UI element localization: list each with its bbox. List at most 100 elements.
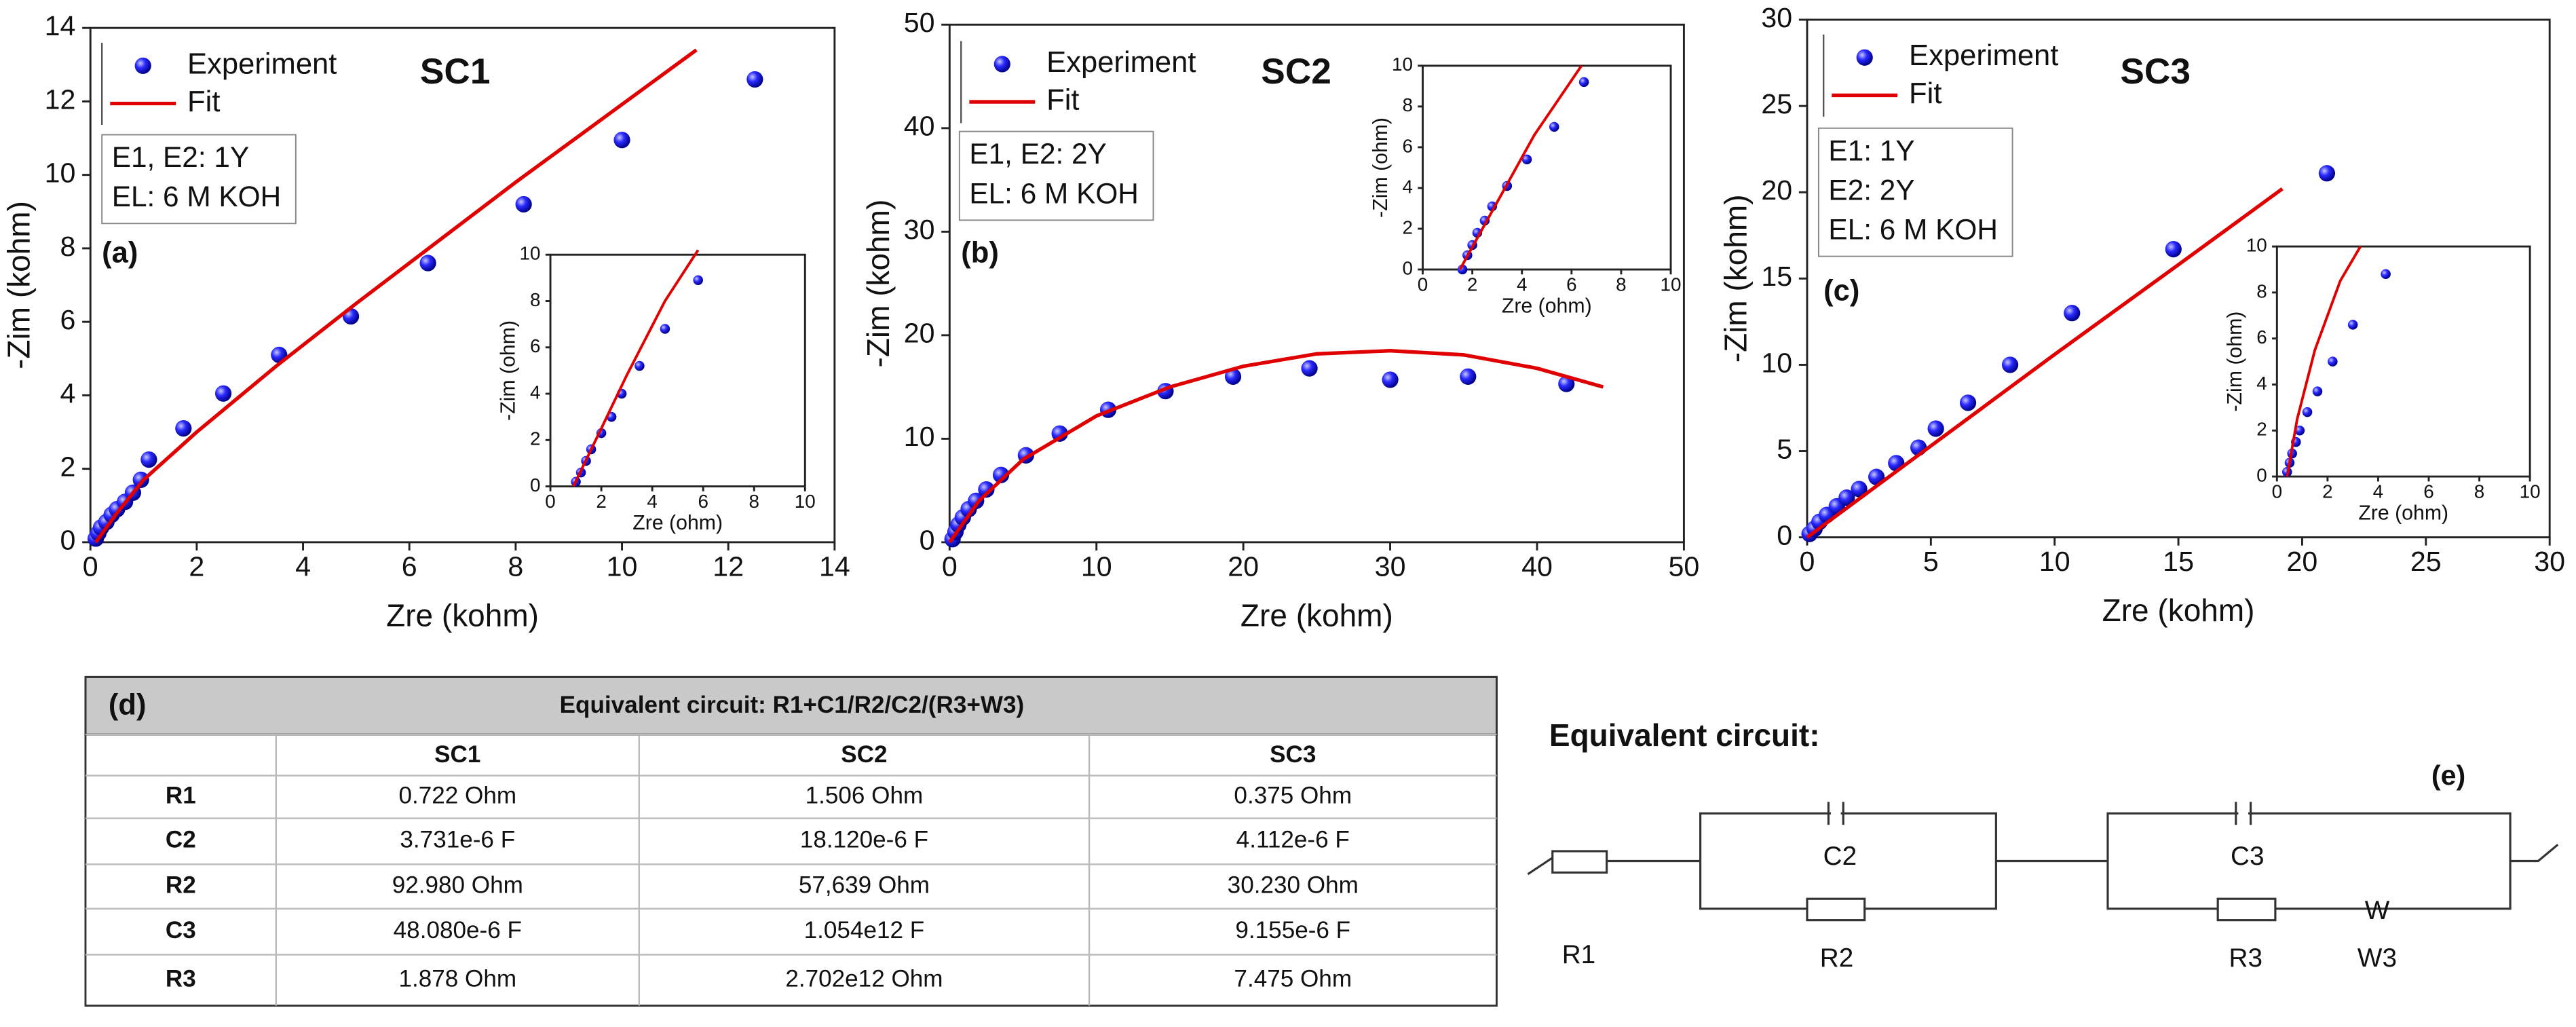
legend-label: Experiment [1909, 39, 2058, 72]
y-axis-label: -Zim (kohm) [1718, 194, 1753, 362]
table-cell: 48.080e-6 F [394, 917, 522, 944]
x-tick-label: 6 [1566, 274, 1576, 295]
x-tick-label: 10 [2039, 546, 2070, 577]
data-point [175, 419, 192, 437]
data-point [2347, 320, 2358, 330]
y-tick-label: 4 [2256, 373, 2267, 394]
table-frame [84, 675, 1498, 1007]
x-tick-label: 10 [795, 491, 816, 512]
x-axis-label: Zre (kohm) [2102, 593, 2255, 628]
legend-label: Experiment [1046, 46, 1196, 79]
y-tick-label: 0 [1777, 519, 1792, 550]
x-tick-label: 2 [2322, 481, 2332, 502]
x-axis-label: Zre (ohm) [1502, 295, 1592, 318]
y-axis-label: -Zim (kohm) [860, 200, 896, 368]
data-point [2328, 356, 2338, 367]
data-point [2318, 165, 2336, 182]
y-tick-label: 4 [60, 377, 76, 409]
x-tick-label: 30 [2534, 546, 2565, 577]
data-point [1838, 489, 1855, 506]
fit-line [1458, 64, 1583, 270]
table-cell: 9.155e-6 F [1235, 917, 1350, 944]
y-axis-label: -Zim (kohm) [1, 201, 37, 369]
x-tick-label: 4 [2373, 481, 2383, 502]
y-tick-label: 40 [904, 111, 935, 142]
circuit-label: (e) [2431, 760, 2465, 791]
x-axis-label: Zre (ohm) [632, 512, 723, 534]
table-cell: 30.230 Ohm [1228, 872, 1359, 898]
x-tick-label: 6 [402, 550, 417, 582]
data-point [968, 492, 985, 509]
table-cell: 92.980 Ohm [392, 872, 523, 898]
data-point [1224, 368, 1242, 385]
x-tick-label: 12 [713, 550, 744, 582]
panel-label: (b) [961, 237, 999, 269]
y-tick-label: 6 [1402, 135, 1412, 156]
data-point [1521, 154, 1532, 165]
circuit-title: Equivalent circuit: [1549, 717, 1820, 753]
x-tick-label: 5 [1923, 546, 1939, 577]
y-tick-label: 10 [45, 157, 76, 189]
fit-line [94, 48, 698, 544]
x-tick-label: 10 [1081, 550, 1112, 582]
x-tick-label: 50 [1669, 550, 1700, 582]
legend-label: Fit [187, 86, 220, 118]
y-tick-label: 20 [1761, 174, 1792, 206]
data-point [1382, 371, 1399, 388]
table-header-bg [84, 675, 1498, 736]
y-tick-label: 6 [60, 304, 76, 335]
inset-frame [2275, 245, 2531, 478]
x-tick-label: 0 [83, 550, 98, 582]
data-point [1051, 425, 1068, 442]
x-tick-label: 15 [2163, 546, 2194, 577]
y-tick-label: 4 [530, 381, 540, 403]
y-tick-label: 0 [920, 525, 935, 556]
data-point [693, 275, 703, 286]
y-tick-label: 8 [530, 289, 540, 310]
data-point [515, 195, 532, 213]
x-tick-label: 20 [1228, 550, 1259, 582]
table-cell: 0.375 Ohm [1234, 782, 1352, 808]
x-tick-label: 0 [1800, 546, 1815, 577]
data-point [660, 324, 670, 334]
x-tick-label: 8 [2474, 481, 2484, 502]
table-label: (d) [109, 688, 147, 721]
y-tick-label: 2 [1402, 217, 1412, 238]
x-tick-label: 4 [295, 550, 311, 582]
annotation: E1: 1Y [1828, 134, 1914, 166]
row-header: C2 [166, 827, 196, 853]
y-axis-label: -Zim (ohm) [497, 320, 520, 421]
x-axis-label: Zre (kohm) [386, 597, 539, 633]
data-point [1301, 360, 1318, 377]
y-tick-label: 0 [2256, 464, 2267, 485]
y-tick-label: 8 [1402, 94, 1412, 115]
circuit-wiring [1527, 802, 2559, 922]
data-point [419, 255, 436, 272]
legend-label: Experiment [187, 48, 337, 80]
y-tick-label: 6 [530, 335, 540, 356]
x-tick-label: 10 [1661, 274, 1682, 295]
data-point [1959, 394, 1977, 411]
component-label: C2 [1823, 842, 1857, 871]
annotation: EL: 6 M KOH [112, 181, 282, 212]
x-tick-label: 4 [647, 491, 657, 512]
x-tick-label: 0 [2272, 481, 2282, 502]
table-cell: 2.702e12 Ohm [785, 965, 943, 992]
x-tick-label: 2 [189, 550, 204, 582]
x-tick-label: 8 [508, 550, 523, 582]
annotation: EL: 6 M KOH [969, 177, 1139, 209]
data-point [2381, 269, 2391, 280]
y-tick-label: 10 [1761, 347, 1792, 378]
data-point [140, 451, 157, 468]
y-tick-label: 4 [1402, 176, 1412, 197]
annotation: E1, E2: 1Y [112, 141, 250, 173]
x-axis-label: Zre (ohm) [2358, 502, 2448, 525]
component-label: W [2365, 896, 2390, 925]
x-tick-label: 0 [1418, 274, 1428, 295]
data-point [214, 385, 232, 402]
x-tick-label: 20 [2287, 546, 2318, 577]
data-point [2294, 425, 2305, 436]
y-tick-label: 12 [45, 83, 76, 115]
data-point [1558, 375, 1575, 392]
